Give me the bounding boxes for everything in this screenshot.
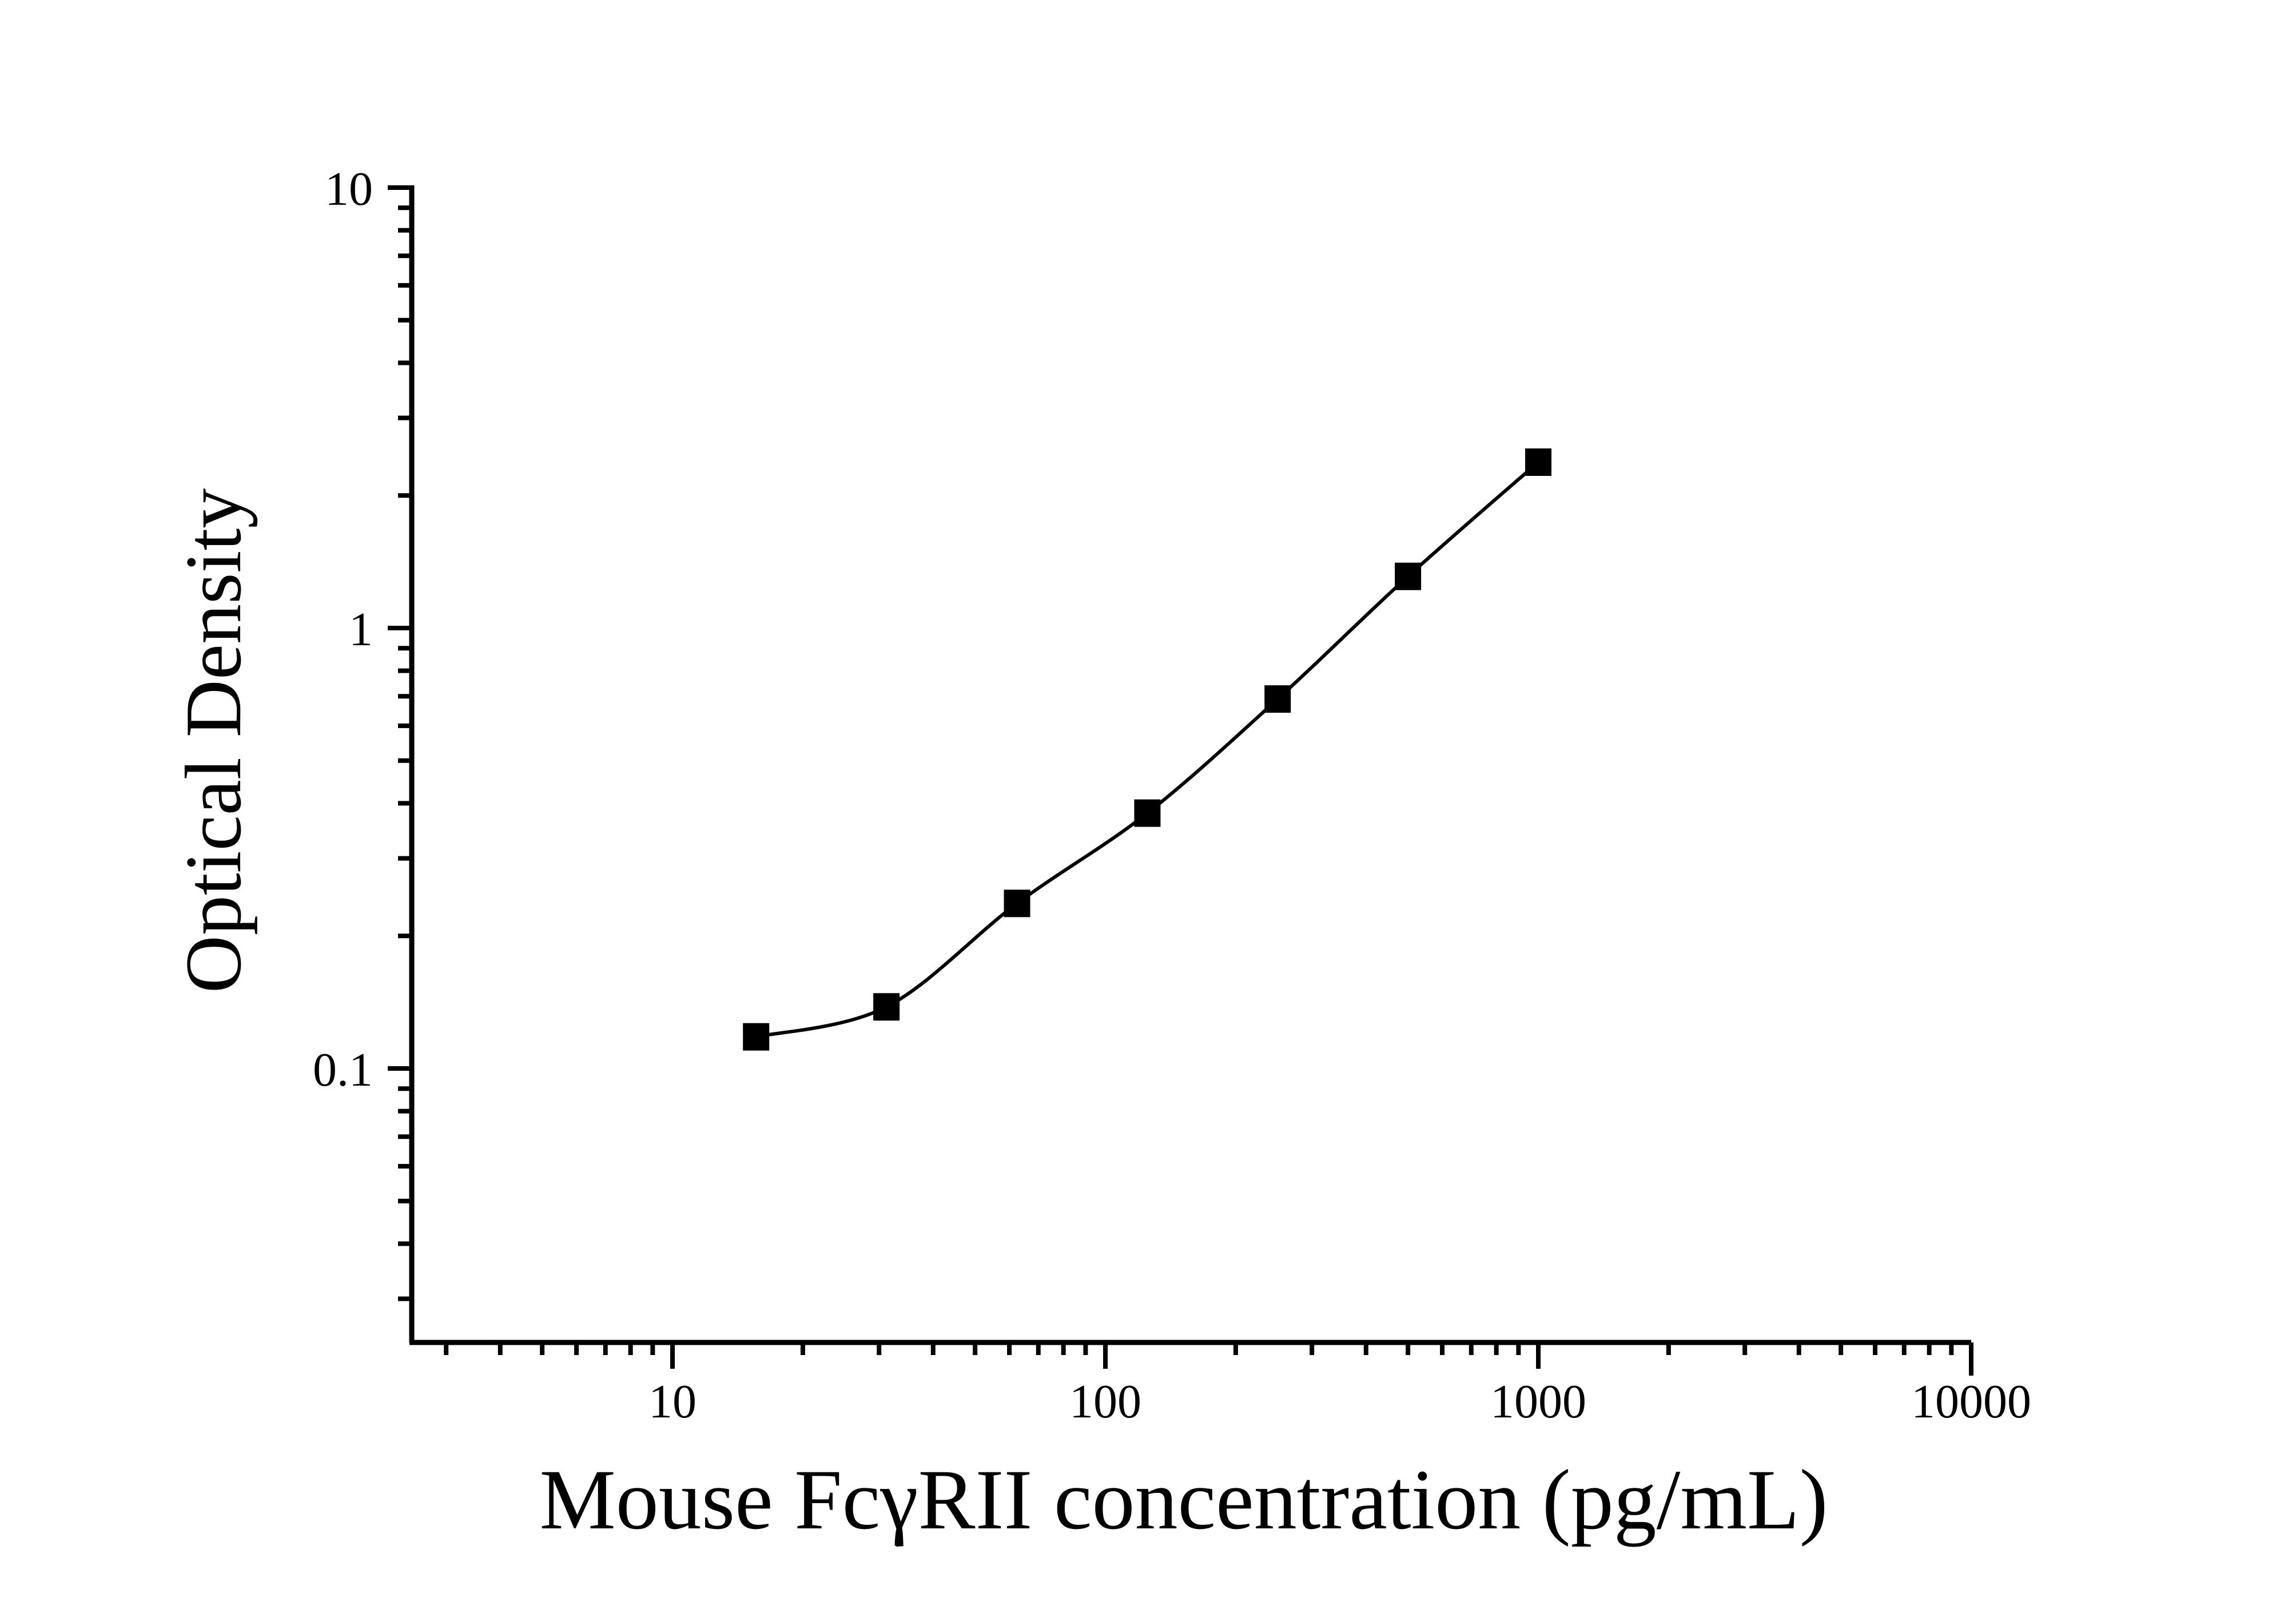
x-tick-label: 10: [648, 1375, 697, 1428]
x-axis-title: Mouse FcγRII concentration (pg/mL): [539, 1452, 1828, 1547]
data-point-marker: [1004, 889, 1030, 917]
x-tick-label: 100: [1069, 1375, 1141, 1428]
data-point-marker: [873, 993, 900, 1021]
data-point-marker: [1525, 448, 1551, 476]
data-point-marker: [1264, 685, 1291, 713]
data-point-marker: [1134, 799, 1161, 827]
data-point-marker: [1395, 562, 1422, 590]
data-point-marker: [743, 1023, 770, 1051]
axes: 10 100 1000 10000 10 1 0.1: [313, 162, 2031, 1428]
y-axis-title: Optical Density: [169, 488, 258, 994]
x-tick-label: 1000: [1490, 1375, 1586, 1428]
y-tick-label: 0.1: [313, 1043, 373, 1097]
x-tick-label: 10000: [1911, 1375, 2031, 1428]
data-series: [743, 448, 1551, 1051]
fit-curve: [755, 460, 1539, 1039]
y-tick-label: 10: [325, 162, 373, 216]
y-tick-label: 1: [349, 603, 373, 656]
